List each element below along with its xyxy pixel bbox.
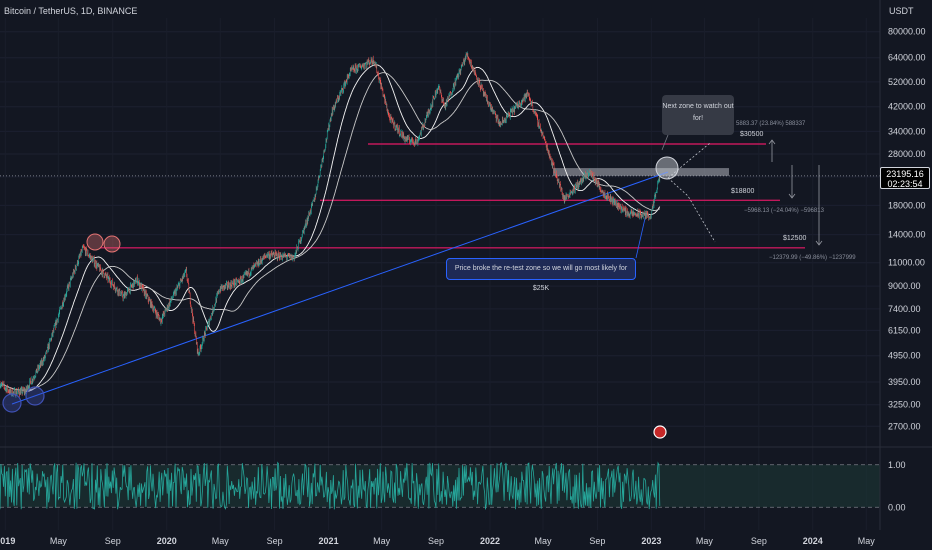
price-tick: 80000.00 — [888, 27, 926, 37]
callout-pointer — [635, 213, 647, 259]
time-axis[interactable]: 2019 May Sep 2020 May Sep 2021 May Sep 2022 May Sep… — [0, 536, 875, 546]
target-circle — [655, 156, 679, 180]
time-label: May — [535, 536, 553, 546]
arrow-head — [768, 139, 776, 145]
time-label: 2022 — [480, 536, 500, 546]
price-tick: 6150.00 — [888, 325, 921, 335]
time-label: May — [50, 536, 68, 546]
pivot-circle — [2, 393, 22, 413]
time-label: 2023 — [641, 536, 661, 546]
price-tick: 3250.00 — [888, 400, 921, 410]
time-label: 2021 — [319, 536, 339, 546]
time-label: May — [696, 536, 714, 546]
time-label: 2019 — [0, 536, 15, 546]
markers — [2, 156, 679, 439]
grid — [0, 18, 880, 530]
time-label: May — [373, 536, 391, 546]
time-label: May — [212, 536, 230, 546]
oscillator-pane: 1.00 0.00 — [0, 460, 906, 512]
currency-label: USDT — [889, 6, 914, 16]
arrow-head — [788, 193, 796, 199]
time-label: 2020 — [157, 536, 177, 546]
projection-down — [667, 177, 716, 243]
price-tick: 7400.00 — [888, 304, 921, 314]
projection-arrows[interactable] — [667, 139, 823, 246]
label-12500: $12500 — [783, 235, 807, 242]
price-tick: 3950.00 — [888, 377, 921, 387]
projection-up — [667, 142, 711, 179]
measure-up: 5883.37 (23.84%) 588337 — [736, 121, 806, 127]
current-price: 23195.16 — [886, 169, 924, 179]
price-tick: 2700.00 — [888, 421, 921, 431]
measure-down: −12379.99 (−49.86%) −1237999 — [769, 255, 856, 261]
price-tick: 18000.00 — [888, 200, 926, 210]
osc-line — [0, 461, 661, 510]
price-tick: 4950.00 — [888, 351, 921, 361]
time-label: Sep — [589, 536, 605, 546]
pivot-circle — [103, 235, 121, 253]
price-tick: 64000.00 — [888, 53, 926, 63]
pivot-circle — [86, 233, 104, 251]
callout-next-zone[interactable]: Next zone to watch out for! — [662, 95, 734, 135]
price-tick: 42000.00 — [888, 102, 926, 112]
moving-average-100 — [0, 72, 661, 391]
label-18800: $18800 — [731, 188, 755, 195]
time-label: Sep — [267, 536, 283, 546]
arrow-head — [815, 240, 823, 246]
osc-tick: 1.00 — [888, 460, 906, 470]
callout-pointer — [661, 134, 669, 151]
pivot-circle — [25, 386, 45, 406]
callout-retest[interactable]: Price broke the re-test zone so we will … — [446, 258, 636, 292]
price-tick: 9000.00 — [888, 281, 921, 291]
resistance-zone[interactable] — [553, 168, 729, 176]
trendline[interactable] — [11, 134, 669, 405]
candlesticks — [0, 51, 661, 398]
moving-averages — [0, 64, 661, 392]
price-levels[interactable] — [0, 143, 880, 249]
osc-tick: 0.00 — [888, 502, 906, 512]
zone-rect — [553, 168, 729, 176]
time-label: Sep — [751, 536, 767, 546]
current-price-badge: 23195.16 02:23:54 — [880, 167, 930, 189]
event-icon — [653, 425, 667, 439]
time-label: Sep — [428, 536, 444, 546]
price-tick: 34000.00 — [888, 126, 926, 136]
bar-countdown: 02:23:54 — [887, 179, 923, 189]
price-tick: 14000.00 — [888, 230, 926, 240]
moving-average-50 — [0, 64, 661, 392]
symbol-title[interactable]: Bitcoin / TetherUS, 1D, BINANCE — [4, 6, 138, 16]
time-label: Sep — [105, 536, 121, 546]
measure-mid: −5968.13 (−24.04%) −596813 — [744, 208, 824, 214]
price-tick: 11000.00 — [888, 258, 925, 268]
time-label: May — [858, 536, 876, 546]
trendline-line — [11, 171, 669, 405]
time-label: 2024 — [803, 536, 823, 546]
label-30500: $30500 — [740, 131, 764, 138]
price-tick: 52000.00 — [888, 77, 926, 87]
price-tick: 28000.00 — [888, 149, 926, 159]
